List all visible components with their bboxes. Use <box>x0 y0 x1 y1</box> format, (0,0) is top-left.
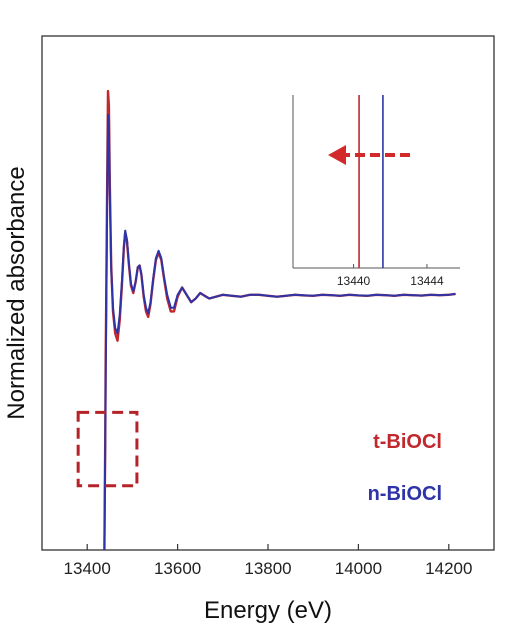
x-tick-label-14000: 14000 <box>335 559 382 578</box>
y-axis-title: Normalized absorbance <box>3 166 30 419</box>
legend-item-n-biocl: n-BiOCl <box>368 483 442 505</box>
inset-panel: 13440 13444 <box>292 95 460 288</box>
inset-tick-label-13440: 13440 <box>337 274 371 288</box>
series-line-n-biocl <box>103 113 456 550</box>
series-line-t-biocl <box>103 89 456 550</box>
main-series-group <box>103 89 456 550</box>
shift-arrow <box>328 145 410 165</box>
inset-x-tick-labels: 13440 13444 <box>337 274 444 288</box>
shift-arrow-head <box>328 145 346 165</box>
x-axis-title: Energy (eV) <box>204 597 332 624</box>
legend-item-t-biocl: t-BiOCl <box>373 431 442 453</box>
x-axis-ticks <box>86 544 450 550</box>
legend: t-BiOCl n-BiOCl <box>368 431 442 505</box>
x-tick-label-13600: 13600 <box>154 559 201 578</box>
x-axis-tick-labels: 13400 13600 13800 14000 14200 <box>64 559 473 578</box>
x-tick-label-14200: 14200 <box>425 559 472 578</box>
inset-series-group <box>358 95 384 268</box>
edge-highlight-box <box>76 410 139 488</box>
x-tick-label-13800: 13800 <box>244 559 291 578</box>
x-tick-label-13400: 13400 <box>64 559 111 578</box>
inset-x-ticks <box>353 264 428 268</box>
inset-tick-label-13444: 13444 <box>410 274 444 288</box>
